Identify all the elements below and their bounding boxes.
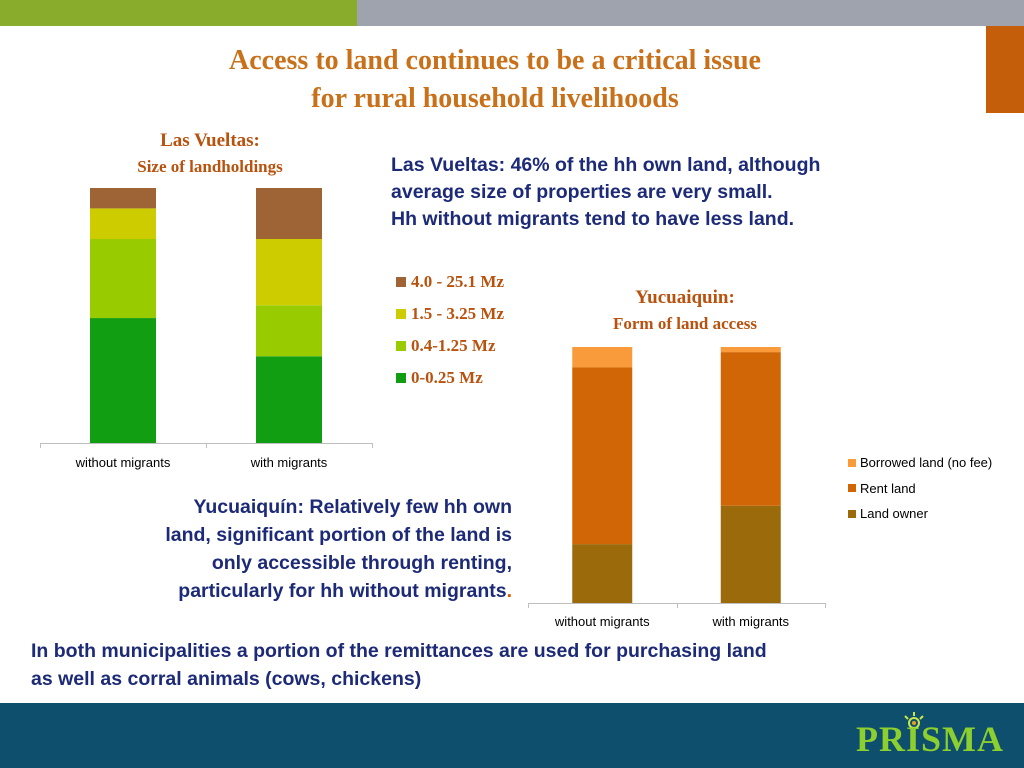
chart2-title-block: Yucuaiquin: Form of land access <box>580 285 790 337</box>
legend-swatch <box>396 373 406 383</box>
blurb-yucuaiquin: Yucuaiquín: Relatively few hh own land, … <box>100 493 512 605</box>
prisma-logo: PRISMA <box>856 719 1004 759</box>
legend-label: Land owner <box>860 506 928 522</box>
chart1-legend-item: 4.0 - 25.1 Mz <box>396 266 504 298</box>
chart1-subtitle: Size of landholdings <box>137 157 283 176</box>
legend-label: Borrowed land (no fee) <box>860 455 993 471</box>
chart2-legend: Borrowed land (no fee) Rent land Land ow… <box>848 450 992 527</box>
blurb-top-line2: average size of properties are very smal… <box>391 181 773 203</box>
chart2-bar-segment <box>720 505 781 603</box>
chart1-bar-segment <box>90 188 156 209</box>
chart1-bar-segment <box>256 188 322 239</box>
blurb-mid-line1: Yucuaiquín: Relatively few hh own <box>193 496 512 518</box>
chart1-bar-segment <box>256 239 322 306</box>
chart1-bar-segment <box>256 305 322 357</box>
chart2-bar-segment <box>572 347 633 368</box>
sun-logo-icon <box>904 712 924 729</box>
chart2-bar-segment <box>572 544 633 603</box>
chart1-bar-segment <box>256 356 322 443</box>
chart1-legend-item: 1.5 - 3.25 Mz <box>396 298 504 330</box>
chart2-legend-item: Land owner <box>848 501 992 527</box>
legend-swatch <box>848 509 856 518</box>
legend-label: 0-0.25 Mz <box>411 368 483 387</box>
blurb-top-line3: Hh without migrants tend to have less la… <box>391 208 795 230</box>
charts-canvas: without migrants with migrants without mig… <box>40 188 826 629</box>
blurb-bottom-line2: as well as corral animals (cows, chicken… <box>31 668 422 690</box>
blurb-mid-line4: particularly for hh without migrants <box>178 580 507 602</box>
corner-accent <box>986 26 1024 113</box>
legend-label: 4.0 - 25.1 Mz <box>411 272 505 291</box>
legend-swatch <box>848 458 856 467</box>
legend-swatch <box>396 277 406 287</box>
chart1-title-block: Las Vueltas: Size of landholdings <box>100 128 320 180</box>
footer-bar <box>0 703 1024 768</box>
chart2-bar-segment <box>572 367 633 545</box>
slide-title-line2: for rural household livelihoods <box>311 83 679 114</box>
chart1-x-tick-label: without migrants <box>75 455 171 470</box>
blurb-las-vueltas: Las Vueltas: 46% of the hh own land, alt… <box>391 152 911 233</box>
chart1-legend-item: 0-0.25 Mz <box>396 362 504 394</box>
slide-title: Access to land continues to be a critica… <box>120 42 870 118</box>
blurb-mid-line2: land, significant portion of the land is <box>165 524 512 546</box>
blurb-bottom-line1: In both municipalities a portion of the … <box>31 640 767 662</box>
blurb-mid-end: . <box>506 580 512 602</box>
chart1-title: Las Vueltas: <box>160 130 260 151</box>
legend-label: Rent land <box>860 480 916 496</box>
legend-swatch <box>396 341 406 351</box>
chart1-legend: 4.0 - 25.1 Mz 1.5 - 3.25 Mz 0.4-1.25 Mz … <box>396 266 504 394</box>
chart1-bar-segment <box>90 318 156 443</box>
chart1-bar-segment <box>90 239 156 319</box>
blurb-top-line1: Las Vueltas: 46% of the hh own land, alt… <box>391 154 821 176</box>
blurb-mid-line3: only accessible through renting, <box>211 552 512 574</box>
legend-swatch <box>848 484 856 493</box>
chart2-legend-item: Rent land <box>848 476 992 502</box>
slide-title-line1: Access to land continues to be a critica… <box>229 45 761 76</box>
chart2-x-tick-label: with migrants <box>711 614 789 629</box>
top-bar-green <box>0 0 357 26</box>
chart1-bar-segment <box>90 208 156 239</box>
legend-label: 0.4-1.25 Mz <box>411 336 496 355</box>
chart2-legend-item: Borrowed land (no fee) <box>848 450 992 476</box>
chart1-legend-item: 0.4-1.25 Mz <box>396 330 504 362</box>
legend-label: 1.5 - 3.25 Mz <box>411 304 505 323</box>
chart2-subtitle: Form of land access <box>612 314 757 333</box>
legend-swatch <box>396 309 406 319</box>
chart2-bar-segment <box>720 347 781 353</box>
chart1-x-tick-label: with migrants <box>250 455 328 470</box>
chart2-bar-segment <box>720 352 781 506</box>
top-bar-gray <box>357 0 1024 26</box>
blurb-remittances: In both municipalities a portion of the … <box>31 637 931 693</box>
chart2-x-tick-label: without migrants <box>554 614 650 629</box>
chart2-title: Yucuaiquin: <box>635 287 735 308</box>
blurb-mid-line4-wrap: particularly for hh without migrants. <box>100 577 512 605</box>
